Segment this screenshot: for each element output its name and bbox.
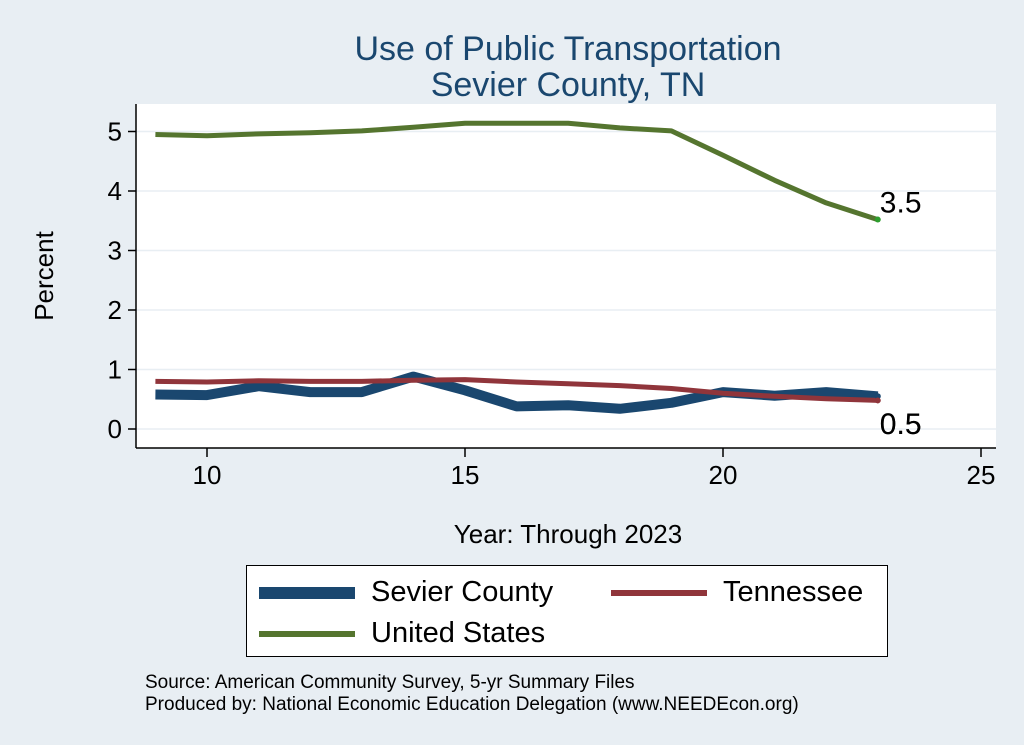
y-tick-label: 2 [108, 295, 122, 325]
y-tick-label: 4 [108, 176, 122, 206]
footer-produced-by: Produced by: National Economic Education… [145, 694, 799, 715]
legend-item-tennessee: Tennessee [611, 576, 863, 609]
legend-swatch-sevier-county [259, 586, 355, 599]
footer: Source: American Community Survey, 5-yr … [145, 672, 799, 716]
legend-swatch-united-states [259, 630, 355, 637]
end-label-sevier-county: 0.5 [880, 408, 922, 441]
end-marker-united-states [874, 216, 881, 223]
axes: 0 1 2 3 4 5 10 15 20 25 [108, 104, 996, 490]
y-axis-label: Percent [29, 230, 59, 320]
y-tick-label: 0 [108, 414, 122, 444]
end-labels: 0.50.53.5 [874, 187, 922, 441]
x-tick-label: 25 [967, 460, 996, 490]
footer-source: Source: American Community Survey, 5-yr … [145, 672, 635, 693]
legend: Sevier County Tennessee United States [246, 565, 888, 657]
series-line-tennessee [155, 377, 878, 403]
end-label-united-states: 3.5 [880, 187, 922, 220]
end-marker-tennessee [874, 397, 881, 404]
x-tick-label: 20 [709, 460, 738, 490]
series-line-united-states [155, 120, 879, 222]
y-tick-label: 1 [108, 355, 122, 385]
legend-item-united-states: United States [259, 617, 545, 650]
y-tick-label: 3 [108, 236, 122, 266]
y-tick-label: 5 [108, 117, 122, 147]
legend-swatch-tennessee [611, 589, 707, 596]
series-lines [155, 120, 879, 414]
chart: Use of Public Transportation Sevier Coun… [29, 30, 996, 549]
gridlines [136, 130, 996, 430]
chart-subtitle: Sevier County, TN [431, 66, 706, 104]
end-label-tennessee: 0.5 [880, 408, 922, 441]
chart-title: Use of Public Transportation [354, 30, 781, 68]
legend-label-united-states: United States [371, 617, 546, 649]
end-marker-sevier-county [874, 393, 881, 400]
legend-label-sevier-county: Sevier County [371, 576, 554, 608]
legend-item-sevier-county: Sevier County [259, 576, 553, 609]
x-axis-label: Year: Through 2023 [454, 519, 682, 549]
x-tick-label: 15 [451, 460, 480, 490]
legend-label-tennessee: Tennessee [723, 576, 864, 608]
x-tick-label: 10 [193, 460, 222, 490]
